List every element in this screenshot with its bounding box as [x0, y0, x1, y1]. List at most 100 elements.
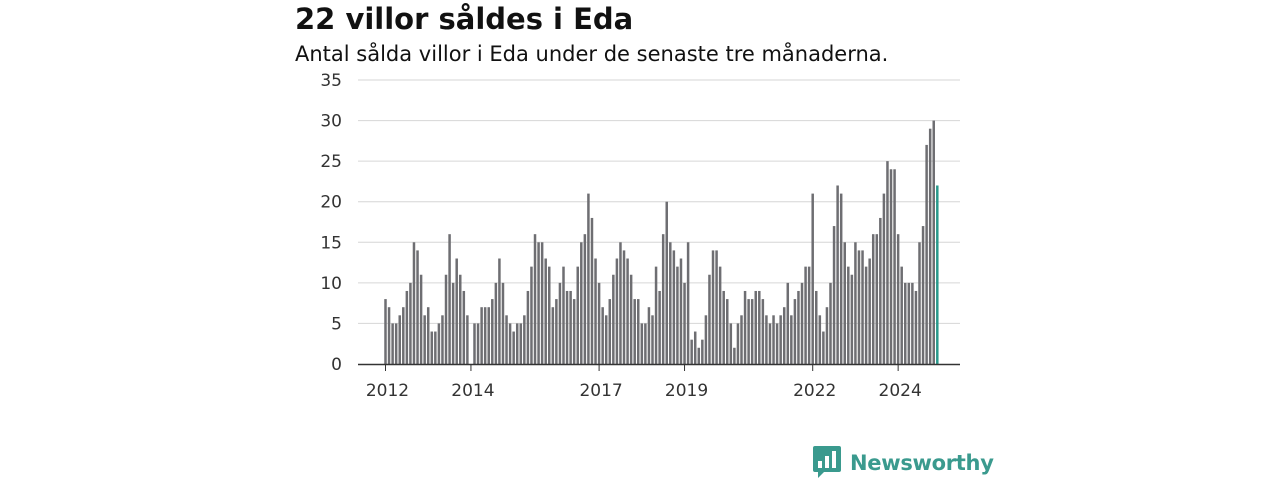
- y-tick-label: 0: [331, 355, 342, 375]
- bar: [854, 242, 857, 364]
- bar: [640, 323, 644, 364]
- bar: [526, 290, 530, 364]
- bar: [825, 307, 829, 364]
- data-label: 22: [934, 0, 956, 5]
- bar: [558, 282, 562, 364]
- bar: [651, 315, 654, 364]
- bar: [779, 315, 782, 364]
- bar: [537, 242, 540, 364]
- bar: [494, 282, 498, 364]
- bar: [426, 307, 430, 364]
- bar: [441, 315, 444, 364]
- bar: [647, 307, 651, 364]
- bar: [665, 201, 668, 364]
- bar: [544, 258, 547, 364]
- bar: [818, 315, 822, 364]
- bar: [672, 250, 676, 364]
- bar: [729, 323, 733, 364]
- bar: [715, 250, 718, 364]
- bars: [384, 120, 939, 364]
- brand-name: Newsworthy: [850, 451, 994, 475]
- bar: [786, 282, 790, 364]
- bar: [925, 144, 928, 364]
- bar: [772, 315, 775, 364]
- bar: [444, 274, 448, 364]
- bar: [843, 242, 846, 364]
- bar: [893, 169, 896, 364]
- bar: [815, 290, 818, 364]
- bar: [394, 323, 398, 364]
- bar: [822, 331, 825, 364]
- bar: [398, 315, 401, 364]
- bar: [391, 323, 394, 364]
- bar: [889, 169, 893, 364]
- bar: [430, 331, 434, 364]
- bar: [448, 234, 451, 364]
- bar: [626, 258, 629, 364]
- x-axis: 2012 2014 2017 2019 2022 2024: [358, 363, 960, 401]
- bar: [932, 120, 935, 364]
- bar: [676, 266, 679, 364]
- bar: [455, 258, 458, 364]
- brand-logo: Newsworthy: [812, 445, 994, 481]
- labels: 22: [933, 0, 958, 7]
- x-tick-label: 2012: [366, 381, 409, 401]
- x-tick-label: 2019: [665, 381, 708, 401]
- chart-title: 22 villor såldes i Eda: [295, 2, 634, 36]
- bar: [743, 290, 747, 364]
- bar: [387, 307, 391, 364]
- bar: [491, 299, 494, 364]
- bar: [875, 234, 879, 364]
- bar: [583, 234, 587, 364]
- bar: [619, 242, 622, 364]
- bar: [451, 282, 455, 364]
- bar: [580, 242, 583, 364]
- bar: [480, 307, 483, 364]
- chart-subtitle: Antal sålda villor i Eda under de senast…: [295, 42, 889, 66]
- bar: [686, 242, 690, 364]
- bar: [555, 299, 558, 364]
- bar: [501, 282, 505, 364]
- bar: [733, 347, 736, 364]
- bar: [419, 274, 423, 364]
- y-tick-label: 30: [320, 112, 342, 132]
- bar: [498, 258, 501, 364]
- gridlines: 0 5 10 15 20 25 30 35: [320, 71, 960, 375]
- bar: [402, 307, 405, 364]
- bar: [790, 315, 793, 364]
- bar: [918, 242, 921, 364]
- bar: [622, 250, 626, 364]
- bar: [857, 250, 861, 364]
- bar: [523, 315, 526, 364]
- bar: [548, 266, 551, 364]
- bar: [654, 266, 658, 364]
- bar: [473, 323, 476, 364]
- bar: [572, 299, 576, 364]
- bar: [718, 266, 722, 364]
- bar: [864, 266, 868, 364]
- bar: [758, 290, 761, 364]
- bar: [871, 234, 875, 364]
- bar: [576, 266, 579, 364]
- bar: [423, 315, 426, 364]
- bar: [921, 226, 925, 364]
- bar: [904, 282, 907, 364]
- bar: [669, 242, 672, 364]
- bar: [907, 282, 911, 364]
- bar: [861, 250, 864, 364]
- bar: [829, 282, 832, 364]
- bar: [797, 290, 800, 364]
- bar: [483, 307, 487, 364]
- bar: [782, 307, 786, 364]
- bar: [811, 193, 814, 364]
- bar: [832, 226, 836, 364]
- bar: [658, 290, 661, 364]
- bar: [459, 274, 462, 364]
- bar: [740, 315, 743, 364]
- bar: [505, 315, 508, 364]
- bar: [661, 234, 665, 364]
- bar: [726, 299, 729, 364]
- bar: [736, 323, 740, 364]
- bar: [612, 274, 615, 364]
- bar: [690, 339, 693, 364]
